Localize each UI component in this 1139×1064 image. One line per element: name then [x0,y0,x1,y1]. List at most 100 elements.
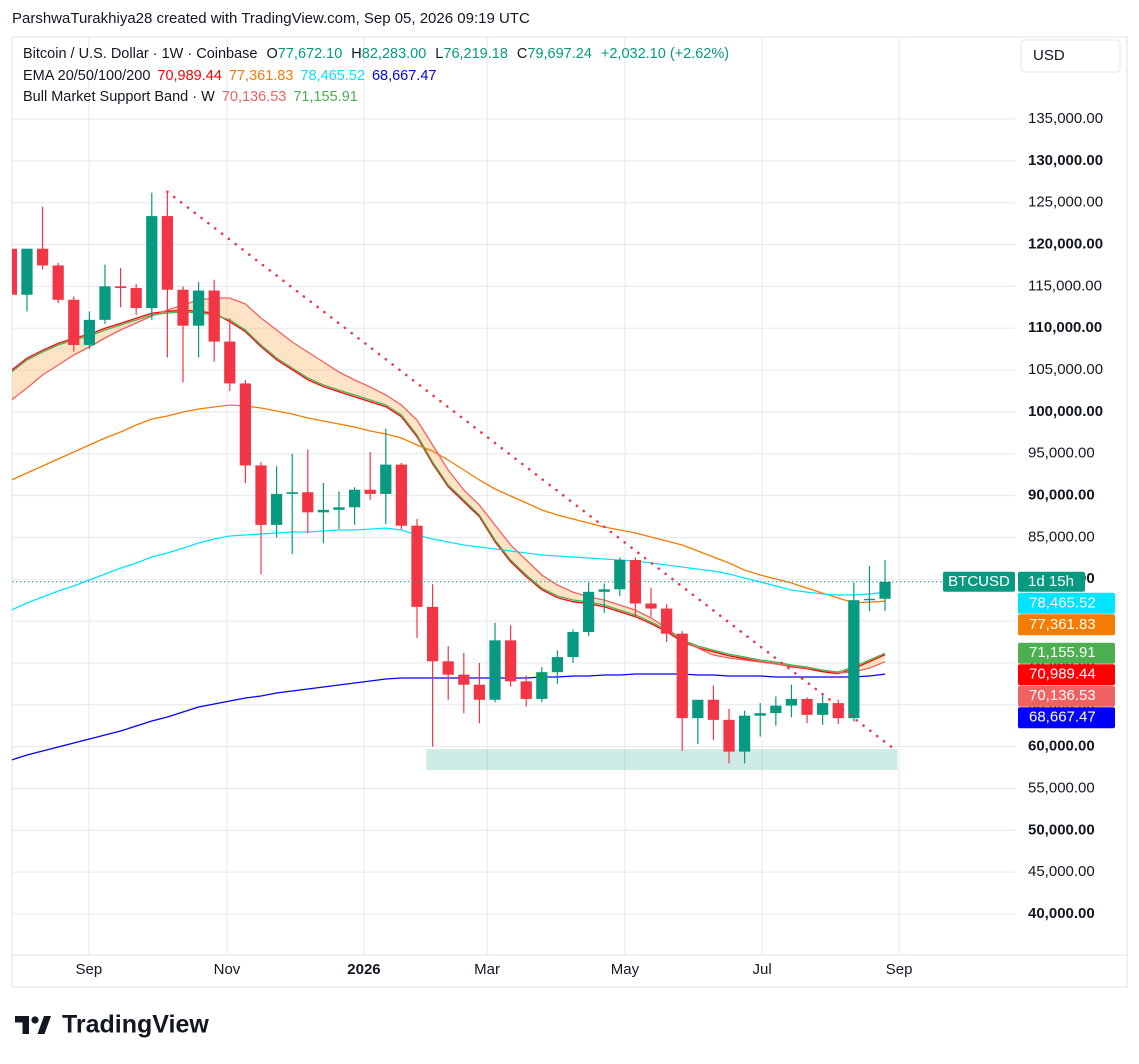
band-value: 71,155.91 [293,89,358,105]
candle-body [364,489,376,494]
candle-body [770,705,782,714]
candle-body [598,589,610,592]
candle-body [879,581,891,599]
candle-body [614,560,626,590]
x-tick-label: Mar [474,961,500,978]
candle-body [567,631,579,658]
currency-box [1020,39,1121,73]
candle-body [99,286,111,320]
ohlc-key: C [516,46,528,62]
brand-name: TradingView [62,1011,209,1039]
ohlc-value: 77,672.10 [277,46,343,62]
candle-body [317,509,330,513]
candle-body [754,713,766,716]
series-value-tag [1018,685,1115,707]
candle-body [348,489,361,508]
candle-body [458,674,470,685]
indicator-line [12,404,886,604]
countdown: 1d 15h [1028,573,1074,590]
legend-row: Bull Market Support Band · W 70,136.53 71,… [23,87,729,109]
candle-body [676,633,688,719]
candle-body [536,672,548,699]
y-tick-label: 120,000.00 [1028,236,1103,253]
price-tag [943,571,1015,592]
x-tick-label: 2026 [347,961,380,978]
plot-area [12,190,899,771]
candle-body [426,606,439,662]
y-tick-label: 85,000.00 [1028,528,1095,545]
candle-body [83,319,95,345]
y-tick-label: 95,000.00 [1028,445,1095,462]
price-tag-symbol: BTCUSD [948,573,1010,590]
candle-body [848,600,860,719]
countdown-tag [1018,571,1085,592]
ema-value: 68,667.47 [371,67,437,84]
candle-body [380,464,392,494]
candle-body [12,248,17,295]
candle-body [36,248,49,266]
band-fill [12,298,885,673]
indicator-line [12,309,886,675]
candle-body [395,464,408,526]
indicator-line [12,527,886,611]
y-tick-label: 115,000.00 [1028,277,1102,294]
candle-body [114,286,127,289]
y-tick-label: 125,000.00 [1028,194,1103,211]
legend: Bitcoin / U.S. Dollar · 1W · Coinbase O77… [23,44,729,109]
ema-value: 70,989.44 [157,67,222,84]
candle-body [68,299,80,345]
change: +2,032.10 (+2.62%) [600,46,730,62]
candle-body [863,598,876,601]
candle-body [583,591,595,632]
candle-body [161,216,174,290]
y-tick-label: 110,000.00 [1028,319,1102,336]
series-value-label: 77,361.83 [1029,616,1096,633]
series-value-label: 70,136.53 [1029,687,1096,704]
series-value-tag [1018,664,1115,686]
y-tick-label: 55,000.00 [1028,779,1095,796]
candle-body [411,525,423,607]
ohlc-key: H [351,46,362,62]
y-tick-label: 50,000.00 [1028,821,1095,838]
logo-mark [15,1016,29,1034]
candle-body [239,383,252,466]
candle-body [489,640,501,700]
ohlc-key: O [266,46,278,62]
y-tick-label: 45,000.00 [1028,863,1095,880]
series-value-tag [1018,614,1115,636]
y-tick-label: 130,000.00 [1028,152,1103,169]
candle-body [629,560,642,604]
candle-body [224,341,236,384]
candle-body [832,703,844,719]
currency: USD [1033,47,1065,64]
candle-body [692,699,704,719]
candle-body [52,265,64,300]
candle-body [21,248,33,295]
chart-frame [11,36,1128,988]
ema-title: EMA 20/50/100/200 [23,67,151,84]
candle-body [661,608,673,634]
series-value-tag [1018,592,1115,614]
ohlc-value: 76,219.18 [443,46,508,62]
series-value-tag [1018,642,1115,664]
series-value-label: 68,667.47 [1029,709,1096,726]
legend-row: EMA 20/50/100/200 70,989.44 77,361.83 78,46… [23,66,729,88]
candle-body [255,465,267,525]
y-axis: 40,000.00 45,000.00 50,000.00 55,000.00 60,0… [1028,110,1103,922]
series-value-label: 78,465.52 [1029,594,1096,611]
attribution: ParshwaTurakhiya28 created with TradingV… [12,10,530,27]
candle-body [286,492,298,494]
x-tick-label: Jul [753,961,772,978]
band-title: Bull Market Support Band · W [23,89,215,105]
candle-body [302,492,314,513]
ema-value: 78,465.52 [300,67,365,84]
logo-slash [37,1016,51,1034]
ohlc-key: L [435,46,444,62]
support-zone [426,749,898,771]
ohlc-value: 82,283.00 [361,46,427,62]
candle-body [333,507,345,510]
x-tick-label: Sep [886,961,913,978]
candle-body [785,698,798,706]
